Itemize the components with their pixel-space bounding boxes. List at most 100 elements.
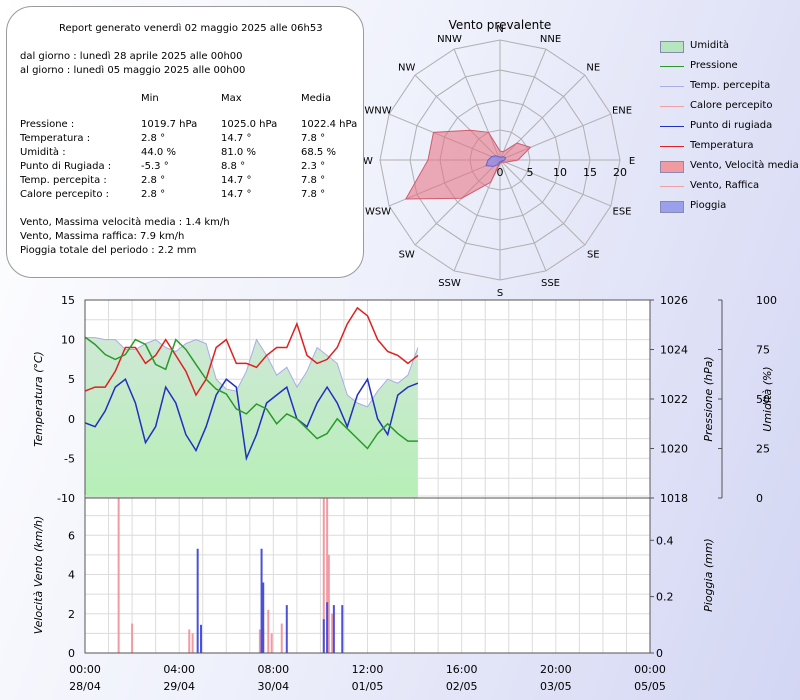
rain-tick-label: 0.4 bbox=[656, 534, 674, 547]
humidity-line bbox=[85, 337, 419, 408]
wind-direction-label: NW bbox=[398, 63, 415, 74]
wind-direction-label: SE bbox=[587, 249, 600, 260]
rain-total-line: Pioggia totale del periodo : 2.2 mm bbox=[20, 245, 197, 256]
wind-rose-radial-tick: 0 bbox=[497, 166, 504, 179]
stats-cell-max: 14.7 ° bbox=[221, 189, 252, 200]
stats-cell-max: 8.8 ° bbox=[221, 161, 246, 172]
humidity-tick-label: 75 bbox=[756, 344, 770, 357]
wind-direction-label: WSW bbox=[365, 207, 391, 218]
legend-swatch bbox=[660, 161, 684, 173]
pressure-axis-title: Pressione (hPa) bbox=[702, 356, 715, 441]
legend-swatch bbox=[660, 146, 684, 147]
pressure-tick-label: 1026 bbox=[660, 294, 688, 307]
column-header-min: Min bbox=[141, 93, 159, 104]
rain-axis-title: Pioggia (mm) bbox=[702, 538, 715, 612]
wind-rose-radial-tick: 10 bbox=[553, 166, 567, 179]
legend-label: Punto di rugiada bbox=[690, 120, 773, 131]
wind-direction-label: SSE bbox=[541, 278, 560, 289]
summary-panel: Report generato venerdì 02 maggio 2025 a… bbox=[6, 6, 364, 278]
period-end-line: al giorno : lunedì 05 maggio 2025 alle 0… bbox=[20, 65, 246, 76]
stats-cell-avg: 68.5 % bbox=[301, 147, 336, 158]
series-line-pressione bbox=[84, 336, 418, 450]
legend-item: Pioggia bbox=[660, 200, 796, 214]
wind-direction-label: NNE bbox=[540, 34, 561, 45]
time-tick-label: 16:00 bbox=[446, 663, 478, 676]
legend-swatch bbox=[660, 106, 684, 107]
weather-chart: -10 -5 0 5 10 15 1018 1020 1022 1024 1026 0 25 50 75 10… bbox=[32, 294, 777, 505]
column-header-avg: Media bbox=[301, 93, 332, 104]
stats-cell-min: 1019.7 hPa bbox=[141, 119, 198, 130]
humidity-tick-label: 25 bbox=[756, 443, 770, 456]
temperature-axis-title: Temperatura (°C) bbox=[32, 351, 45, 447]
legend-item: Temperatura bbox=[660, 140, 796, 154]
date-tick-label: 05/05 bbox=[634, 680, 666, 693]
wind-direction-label: S bbox=[497, 288, 503, 299]
wind-rose-title: Vento prevalente bbox=[449, 18, 552, 32]
wind-tick-label: 0 bbox=[68, 647, 75, 660]
date-tick-label: 01/05 bbox=[352, 680, 384, 693]
stats-cell-max: 14.7 ° bbox=[221, 133, 252, 144]
wind-rose-series-wind bbox=[404, 129, 532, 200]
temperature-tick-label: 5 bbox=[68, 373, 75, 386]
wind-direction-label: WNW bbox=[364, 106, 391, 117]
humidity-tick-label: 100 bbox=[756, 294, 777, 307]
wind-axis-title: Velocità Vento (km/h) bbox=[32, 516, 45, 635]
time-tick-label: 20:00 bbox=[540, 663, 572, 676]
stats-cell-avg: 7.8 ° bbox=[301, 133, 326, 144]
legend-swatch bbox=[660, 86, 684, 87]
wind-direction-label: N bbox=[496, 24, 503, 35]
legend-label: Pioggia bbox=[690, 200, 727, 211]
legend-item: Vento, Velocità media bbox=[660, 160, 799, 174]
report-date-line: Report generato venerdì 02 maggio 2025 a… bbox=[59, 23, 323, 34]
humidity-tick-label: 50 bbox=[756, 393, 770, 406]
column-header-max: Max bbox=[221, 93, 242, 104]
legend-item: Temp. percepita bbox=[660, 80, 796, 94]
wind-rain-chart: 0 2 4 6 0 0.2 0.4 Velocità Vento (km/h) Pioggia … bbox=[32, 495, 715, 693]
temperature-tick-label: -10 bbox=[57, 492, 75, 505]
temperature-tick-label: -5 bbox=[64, 452, 75, 465]
temperature-tick-label: 10 bbox=[61, 334, 75, 347]
stats-cell-min: 2.8 ° bbox=[141, 189, 166, 200]
stats-cell-avg: 2.3 ° bbox=[301, 161, 326, 172]
wind-rose-spoke bbox=[499, 48, 547, 161]
date-tick-label: 29/04 bbox=[163, 680, 195, 693]
wind-direction-label: ESE bbox=[613, 207, 632, 218]
legend-item: Vento, Raffica bbox=[660, 180, 796, 194]
humidity-tick-label: 0 bbox=[756, 492, 763, 505]
temperature-tick-label: 0 bbox=[68, 413, 75, 426]
legend-label: Umidità bbox=[690, 40, 730, 51]
humidity-area bbox=[85, 337, 418, 498]
legend-label: Vento, Velocità media bbox=[690, 160, 799, 171]
wind-rose-radial-tick: 15 bbox=[583, 166, 597, 179]
pressure-tick-label: 1022 bbox=[660, 393, 688, 406]
legend-label: Pressione bbox=[690, 60, 738, 71]
date-tick-label: 30/04 bbox=[257, 680, 289, 693]
wind-tick-label: 4 bbox=[68, 569, 75, 582]
pressure-tick-label: 1018 bbox=[660, 492, 688, 505]
date-tick-label: 02/05 bbox=[446, 680, 478, 693]
legend-item: Punto di rugiada bbox=[660, 120, 796, 134]
wind-direction-label: E bbox=[629, 156, 635, 167]
wind-gust-line: Vento, Massima raffica: 7.9 km/h bbox=[20, 231, 185, 242]
wind-rose-series-rain bbox=[485, 155, 507, 167]
wind-tick-label: 6 bbox=[68, 529, 75, 542]
time-tick-label: 04:00 bbox=[163, 663, 195, 676]
legend-swatch bbox=[660, 41, 684, 53]
wind-direction-label: SSW bbox=[438, 278, 461, 289]
wind-direction-label: SW bbox=[399, 249, 415, 260]
legend-label: Temperatura bbox=[690, 140, 754, 151]
humidity-axis-title: Umidità (%) bbox=[761, 366, 774, 431]
legend-label: Calore percepito bbox=[690, 100, 773, 111]
stats-cell-label: Temperatura : bbox=[20, 133, 91, 144]
date-tick-label: 28/04 bbox=[69, 680, 101, 693]
legend-swatch bbox=[660, 186, 684, 187]
wind-rose-spoke bbox=[499, 159, 586, 246]
wind-direction-label: W bbox=[363, 156, 373, 167]
plot-frame bbox=[84, 497, 651, 654]
legend-label: Temp. percepita bbox=[690, 80, 771, 91]
pressure-tick-label: 1020 bbox=[660, 443, 688, 456]
wind-tick-label: 2 bbox=[68, 608, 75, 621]
